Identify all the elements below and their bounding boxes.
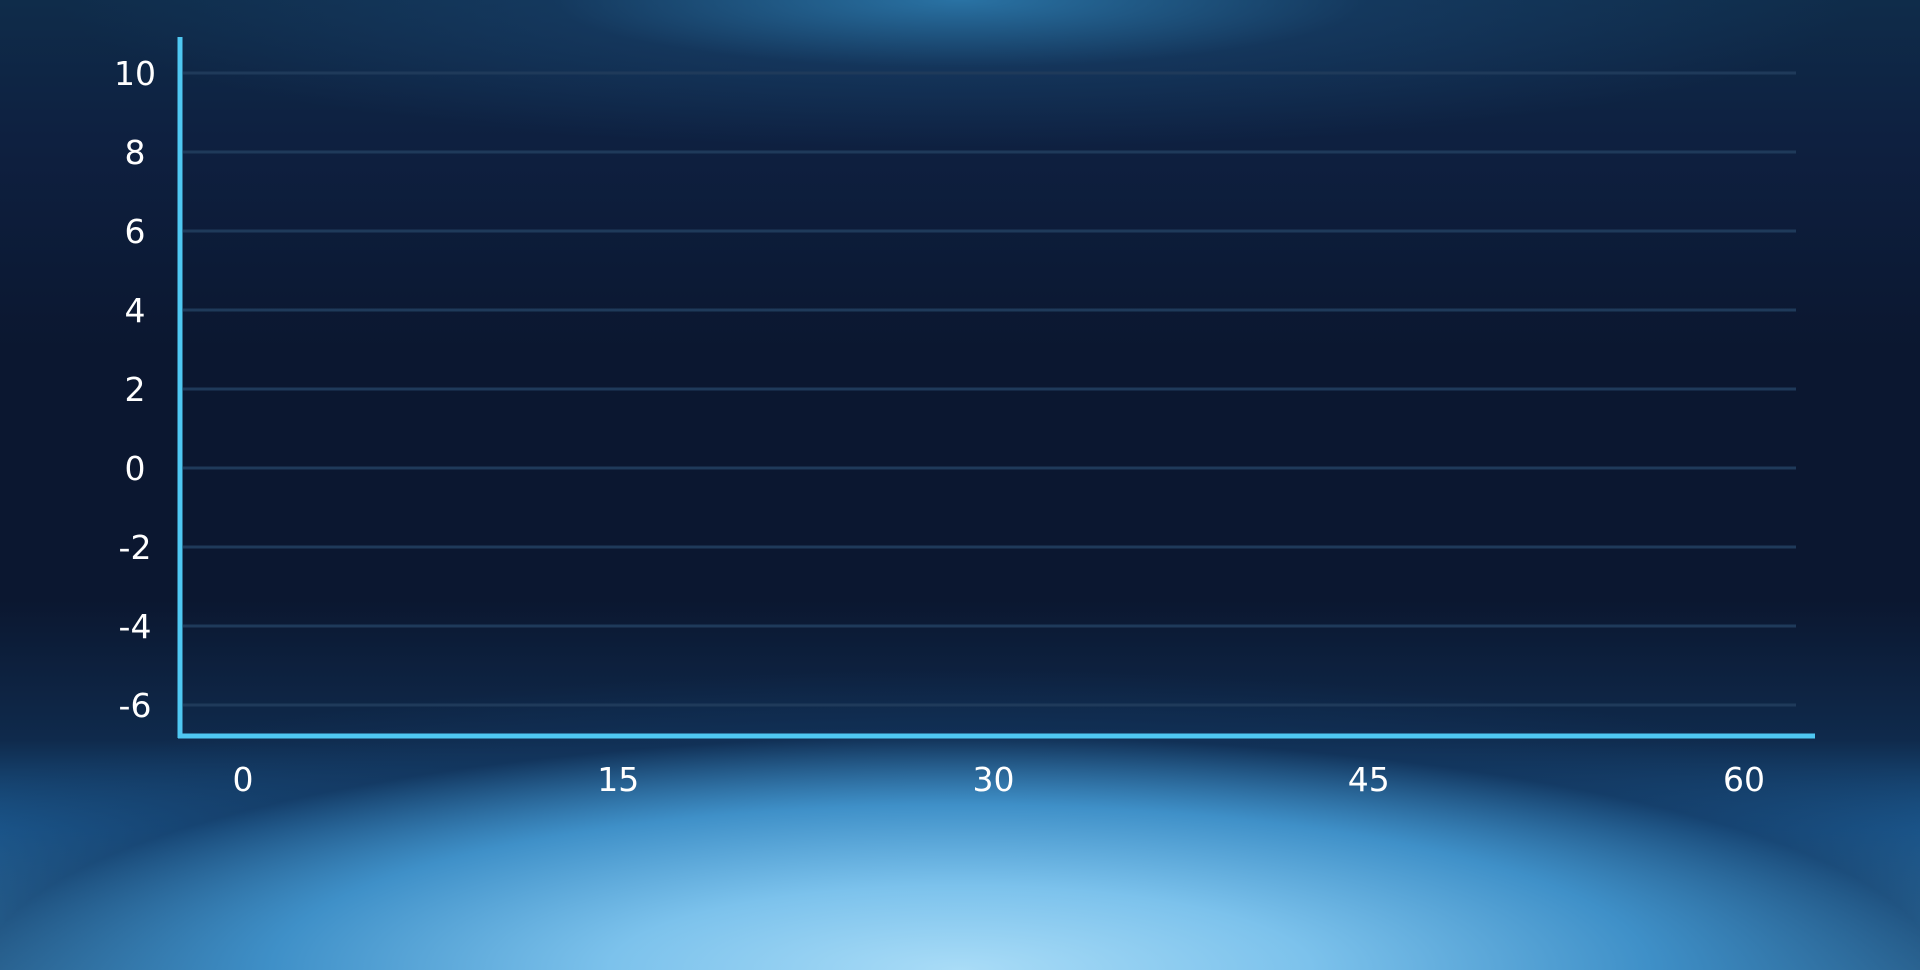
x-tick-label: 30 xyxy=(973,760,1015,799)
x-tick-label: 15 xyxy=(597,760,639,799)
y-tick-label: 4 xyxy=(125,291,146,330)
y-tick-label: 8 xyxy=(125,133,146,172)
x-tick-label: 60 xyxy=(1723,760,1765,799)
x-tick-label: 45 xyxy=(1348,760,1390,799)
y-tick-label: 6 xyxy=(125,212,146,251)
y-tick-label: 0 xyxy=(125,449,146,488)
x-tick-label: 0 xyxy=(233,760,254,799)
y-tick-label: 10 xyxy=(114,54,156,93)
y-tick-label: -4 xyxy=(119,607,152,646)
y-axis-tick-labels: 10 8 6 4 2 0 -2 -4 -6 xyxy=(114,54,156,725)
y-tick-label: -2 xyxy=(119,528,152,567)
y-tick-label: 2 xyxy=(125,370,146,409)
grid-lines xyxy=(183,71,1796,707)
x-axis-tick-labels: 0 15 30 45 60 xyxy=(233,760,1766,799)
y-tick-label: -6 xyxy=(119,686,152,725)
